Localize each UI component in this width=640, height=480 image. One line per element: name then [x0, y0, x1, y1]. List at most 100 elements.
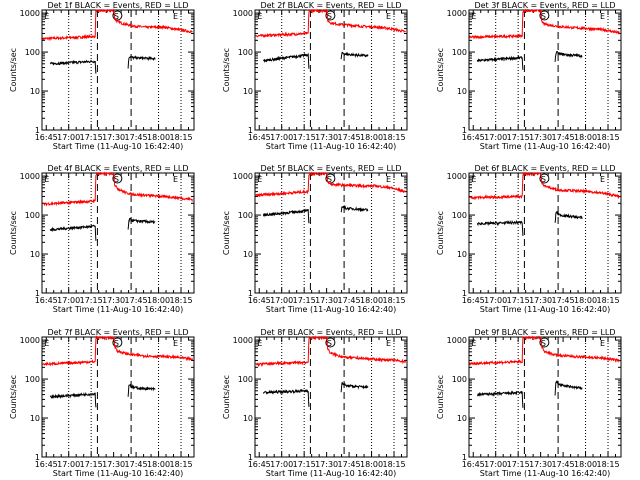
x-tick-label: 17:15	[507, 296, 530, 305]
x-axis-label: Start Time (11-Aug-10 16:42:40)	[480, 469, 611, 478]
x-tick-label: 17:30	[529, 133, 552, 142]
x-tick-label: 18:00	[360, 460, 383, 469]
x-tick-label: 17:00	[484, 460, 507, 469]
x-tick-label: 17:15	[80, 460, 103, 469]
x-tick-label: 17:30	[315, 296, 338, 305]
lld-series-line	[42, 335, 193, 367]
y-tick-label: 10	[457, 414, 467, 423]
x-tick-label: 16:45	[35, 133, 58, 142]
event-marker-e: E	[600, 175, 605, 184]
x-tick-label: 17:00	[270, 296, 293, 305]
event-marker-s: S	[114, 339, 119, 348]
event-marker-e: E	[386, 339, 391, 348]
y-tick-label: 1000	[447, 9, 467, 18]
y-tick-label: 100	[25, 211, 40, 220]
events-series-line	[262, 381, 369, 407]
y-tick-label: 1	[462, 289, 467, 298]
event-marker-e: E	[173, 175, 178, 184]
y-tick-label: 10	[30, 87, 40, 96]
x-tick-label: 18:00	[574, 460, 597, 469]
x-tick-label: 17:00	[57, 133, 80, 142]
events-series-line	[476, 211, 583, 237]
saa-marker-circle	[112, 173, 123, 184]
x-tick-label: 17:45	[552, 296, 575, 305]
plot-frame	[41, 9, 195, 131]
lld-series-line	[255, 171, 406, 198]
events-series-line	[477, 379, 583, 408]
y-tick-label: 100	[452, 375, 467, 384]
x-tick-label: 18:00	[574, 296, 597, 305]
y-tick-label: 100	[452, 48, 467, 57]
y-tick-label: 10	[243, 87, 253, 96]
x-tick-label: 17:00	[270, 133, 293, 142]
event-marker-e: E	[44, 175, 49, 184]
plot-frame	[254, 336, 408, 458]
y-tick-label: 1	[35, 126, 40, 135]
events-series-line	[262, 51, 369, 69]
y-tick-label: 100	[238, 375, 253, 384]
y-axis-label: Counts/sec	[436, 48, 445, 92]
x-tick-label: 18:15	[596, 296, 619, 305]
event-marker-s: S	[114, 175, 119, 184]
x-tick-label: 16:45	[35, 296, 58, 305]
panel-6: Det 6f BLACK = Events, RED = LLD 1 10 100 10…	[436, 164, 622, 314]
x-tick-label: 17:30	[529, 460, 552, 469]
panel-title: Det 3f BLACK = Events, RED = LLD	[474, 1, 615, 10]
event-marker-e: E	[44, 339, 49, 348]
lld-series-line	[469, 8, 620, 40]
event-marker-e: E	[471, 339, 476, 348]
y-axis-label: Counts/sec	[222, 375, 231, 419]
x-tick-label: 17:00	[57, 296, 80, 305]
y-axis-label: Counts/sec	[436, 375, 445, 419]
event-marker-e: E	[600, 12, 605, 21]
x-tick-label: 16:45	[35, 460, 58, 469]
x-tick-label: 18:15	[382, 133, 405, 142]
x-tick-label: 18:15	[169, 133, 192, 142]
events-series-line	[49, 55, 156, 74]
x-tick-label: 17:15	[507, 460, 530, 469]
y-tick-label: 1	[248, 289, 253, 298]
y-axis-label: Counts/sec	[9, 375, 18, 419]
y-tick-label: 1	[462, 126, 467, 135]
x-tick-label: 17:45	[552, 133, 575, 142]
y-axis-label: Counts/sec	[436, 211, 445, 255]
x-tick-label: 17:30	[102, 133, 125, 142]
events-series-line	[49, 217, 156, 241]
event-marker-e: E	[257, 339, 262, 348]
y-tick-label: 1000	[447, 336, 467, 345]
x-tick-label: 17:30	[315, 460, 338, 469]
event-marker-e: E	[386, 175, 391, 184]
panel-1: Det 1f BLACK = Events, RED = LLD 1 10 100 10…	[9, 1, 195, 151]
x-tick-label: 17:15	[80, 296, 103, 305]
x-tick-label: 17:00	[57, 460, 80, 469]
plot-frame	[254, 172, 408, 294]
x-tick-label: 17:15	[293, 133, 316, 142]
panel-4: Det 4f BLACK = Events, RED = LLD 1 10 100 10…	[9, 164, 195, 314]
saa-marker-circle	[325, 337, 336, 348]
event-marker-e: E	[44, 12, 49, 21]
y-tick-label: 100	[452, 211, 467, 220]
event-marker-s: S	[541, 175, 546, 184]
x-tick-label: 18:15	[596, 460, 619, 469]
plot-frame	[468, 172, 622, 294]
event-marker-s: S	[327, 339, 332, 348]
y-tick-label: 100	[25, 48, 40, 57]
x-axis-label: Start Time (11-Aug-10 16:42:40)	[53, 142, 184, 151]
panel-title: Det 1f BLACK = Events, RED = LLD	[47, 1, 188, 10]
event-marker-s: S	[327, 12, 332, 21]
panel-7: Det 7f BLACK = Events, RED = LLD 1 10 100 10…	[9, 328, 195, 478]
panel-3: Det 3f BLACK = Events, RED = LLD 1 10 100 10…	[436, 1, 622, 151]
panel-9: Det 9f BLACK = Events, RED = LLD 1 10 100 10…	[436, 328, 622, 478]
x-tick-label: 18:00	[147, 460, 170, 469]
panel-title: Det 9f BLACK = Events, RED = LLD	[474, 328, 615, 337]
x-tick-label: 18:15	[169, 296, 192, 305]
y-tick-label: 1	[462, 453, 467, 462]
y-tick-label: 10	[30, 250, 40, 259]
x-tick-label: 18:15	[596, 133, 619, 142]
event-marker-s: S	[541, 12, 546, 21]
x-axis-label: Start Time (11-Aug-10 16:42:40)	[480, 305, 611, 314]
event-marker-e: E	[600, 339, 605, 348]
x-tick-label: 17:00	[484, 133, 507, 142]
lld-series-line	[42, 171, 193, 207]
panel-8: Det 8f BLACK = Events, RED = LLD 1 10 100 10…	[222, 328, 408, 478]
